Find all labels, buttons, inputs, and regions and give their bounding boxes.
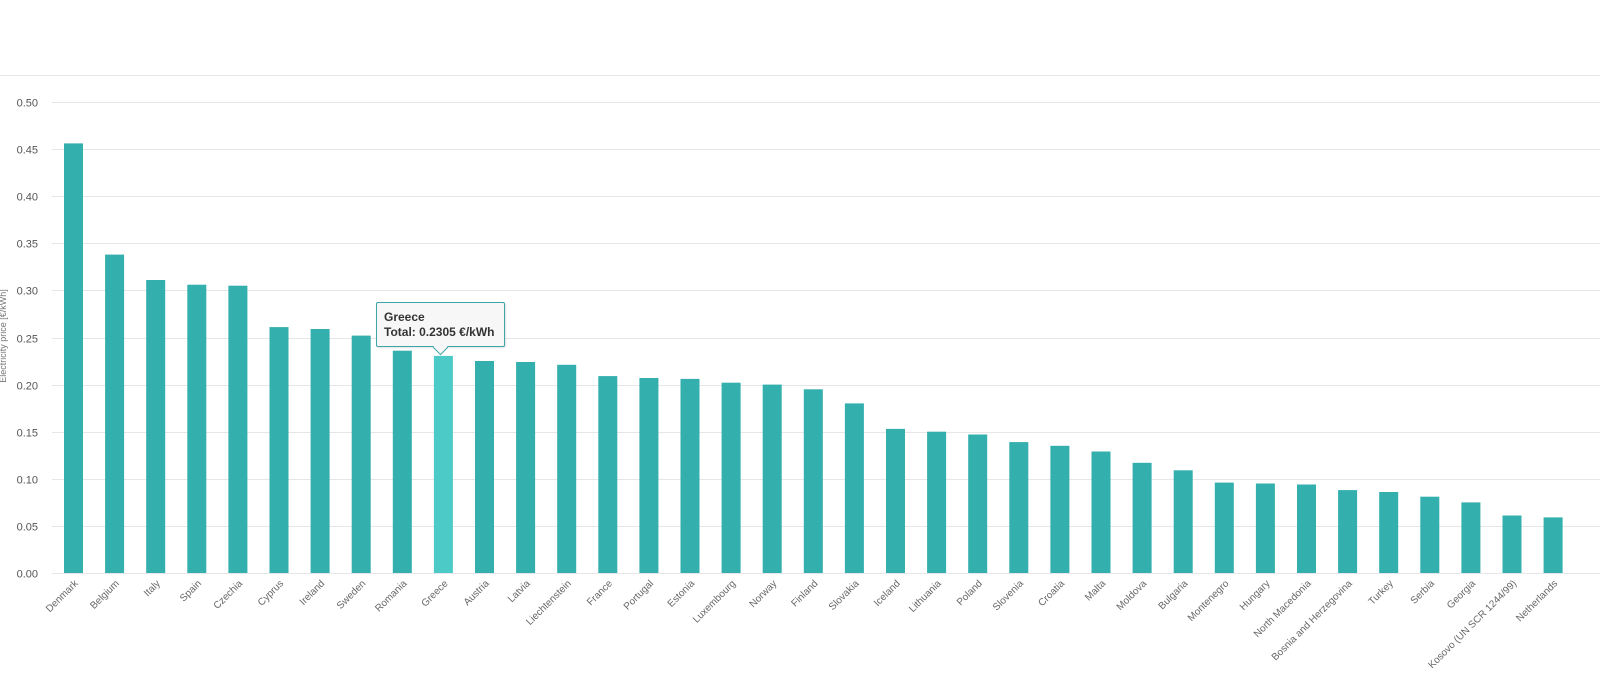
x-tick-label: Bosnia and Herzegovina xyxy=(1270,578,1355,663)
x-tick-label: Austria xyxy=(462,578,492,608)
bar-finland[interactable] xyxy=(803,389,823,573)
x-tick-label: Lithuania xyxy=(907,578,944,615)
x-tick-label: Belgium xyxy=(88,578,121,611)
tooltip-country: Greece xyxy=(384,310,425,324)
bar-luxembourg[interactable] xyxy=(721,382,741,573)
y-tick-label: 0.15 xyxy=(17,428,38,440)
x-tick-label: Malta xyxy=(1083,578,1108,603)
x-tick-label: Montenegro xyxy=(1186,578,1232,624)
x-tick-label: Turkey xyxy=(1367,578,1396,607)
x-tick-label: Cyprus xyxy=(256,578,286,608)
x-tick-label: Luxembourg xyxy=(691,578,738,625)
x-tick-label: Sweden xyxy=(335,578,368,611)
x-tick-label: Romania xyxy=(373,578,409,614)
bars xyxy=(64,143,1563,573)
x-tick-label: Croatia xyxy=(1036,578,1067,609)
bar-iceland[interactable] xyxy=(886,428,905,573)
x-tick-label: Norway xyxy=(748,578,780,610)
bar-italy[interactable] xyxy=(146,280,166,573)
x-tick-label: Slovakia xyxy=(827,578,862,613)
y-axis-ticks: 0.00 0.05 0.10 0.15 0.20 0.25 0.30 0.35 0.40 0.45… xyxy=(17,98,38,581)
x-tick-label: Ireland xyxy=(298,578,327,607)
bar-malta[interactable] xyxy=(1091,451,1111,574)
bar-serbia[interactable] xyxy=(1420,496,1440,573)
bar-cyprus[interactable] xyxy=(269,327,289,573)
bar-sweden[interactable] xyxy=(351,335,371,573)
bar-denmark[interactable] xyxy=(64,143,83,573)
bar-montenegro[interactable] xyxy=(1214,482,1234,573)
bar-poland[interactable] xyxy=(968,434,988,574)
bar-liechtenstein[interactable] xyxy=(557,364,577,573)
bar-spain[interactable] xyxy=(187,284,207,573)
x-tick-label: Poland xyxy=(955,578,985,608)
bar-moldova[interactable] xyxy=(1132,462,1152,573)
x-tick-label: Denmark xyxy=(44,578,81,615)
bar-austria[interactable] xyxy=(475,361,494,573)
header-divider xyxy=(0,75,1600,76)
bar-slovakia[interactable] xyxy=(844,403,864,573)
x-tick-label: France xyxy=(585,578,615,608)
y-tick-label: 0.00 xyxy=(17,569,38,581)
tooltip: Greece Total: 0.2305 €/kWh xyxy=(376,302,506,356)
x-axis-ticks: Denmark Belgium Italy Spain Czechia Cyprus Ire… xyxy=(44,578,1560,671)
bar-croatia[interactable] xyxy=(1050,445,1070,573)
x-tick-label: Netherlands xyxy=(1514,578,1560,624)
bar-georgia[interactable] xyxy=(1461,502,1481,573)
bar-belgium[interactable] xyxy=(105,254,125,573)
y-tick-label: 0.25 xyxy=(17,334,38,346)
bar-ireland[interactable] xyxy=(310,329,330,573)
x-tick-label: Slovenia xyxy=(991,578,1026,613)
x-tick-label: Czechia xyxy=(212,578,246,612)
y-axis-label: Electricity price [€/kWh] xyxy=(0,289,8,383)
bar-bosnia-and-herzegovina[interactable] xyxy=(1338,490,1358,573)
tooltip-total: Total: 0.2305 €/kWh xyxy=(384,325,495,339)
bar-romania[interactable] xyxy=(392,350,412,573)
x-tick-label: Portugal xyxy=(622,578,656,612)
x-tick-label: Estonia xyxy=(666,578,698,610)
bar-north-macedonia[interactable] xyxy=(1297,484,1316,574)
bar-norway[interactable] xyxy=(762,384,782,573)
y-tick-label: 0.20 xyxy=(17,381,38,393)
y-tick-label: 0.50 xyxy=(17,98,38,110)
x-tick-label: Spain xyxy=(178,578,204,604)
x-tick-label: Italy xyxy=(142,578,163,599)
x-tick-label: Latvia xyxy=(506,578,533,605)
bar-portugal[interactable] xyxy=(639,378,659,573)
bar-kosovo-un-scr-1244-99[interactable] xyxy=(1502,515,1522,574)
bar-turkey[interactable] xyxy=(1379,492,1399,573)
x-tick-label: Hungary xyxy=(1238,578,1273,613)
x-tick-label: Kosovo (UN SCR 1244/99) xyxy=(1426,578,1519,671)
y-tick-label: 0.40 xyxy=(17,192,38,204)
bar-lithuania[interactable] xyxy=(927,431,947,573)
x-tick-label: Iceland xyxy=(872,578,903,609)
x-tick-label: Finland xyxy=(789,578,820,609)
y-tick-label: 0.35 xyxy=(17,239,38,251)
bar-estonia[interactable] xyxy=(680,378,700,573)
bar-greece[interactable] xyxy=(433,355,453,573)
bar-bulgaria[interactable] xyxy=(1173,470,1193,573)
y-tick-label: 0.30 xyxy=(17,286,38,298)
x-tick-label: Serbia xyxy=(1409,578,1438,607)
x-tick-label: Moldova xyxy=(1115,578,1150,613)
bar-france[interactable] xyxy=(598,376,618,573)
bar-hungary[interactable] xyxy=(1255,483,1275,574)
x-tick-label: Bulgaria xyxy=(1157,578,1191,612)
bar-netherlands[interactable] xyxy=(1543,517,1563,573)
bar-latvia[interactable] xyxy=(516,362,536,573)
bar-czechia[interactable] xyxy=(228,285,248,573)
y-tick-label: 0.10 xyxy=(17,475,38,487)
y-tick-label: 0.05 xyxy=(17,522,38,534)
y-tick-label: 0.45 xyxy=(17,145,38,157)
bar-slovenia[interactable] xyxy=(1009,442,1029,573)
x-tick-label: Georgia xyxy=(1445,578,1478,611)
x-tick-label: Greece xyxy=(420,578,451,609)
